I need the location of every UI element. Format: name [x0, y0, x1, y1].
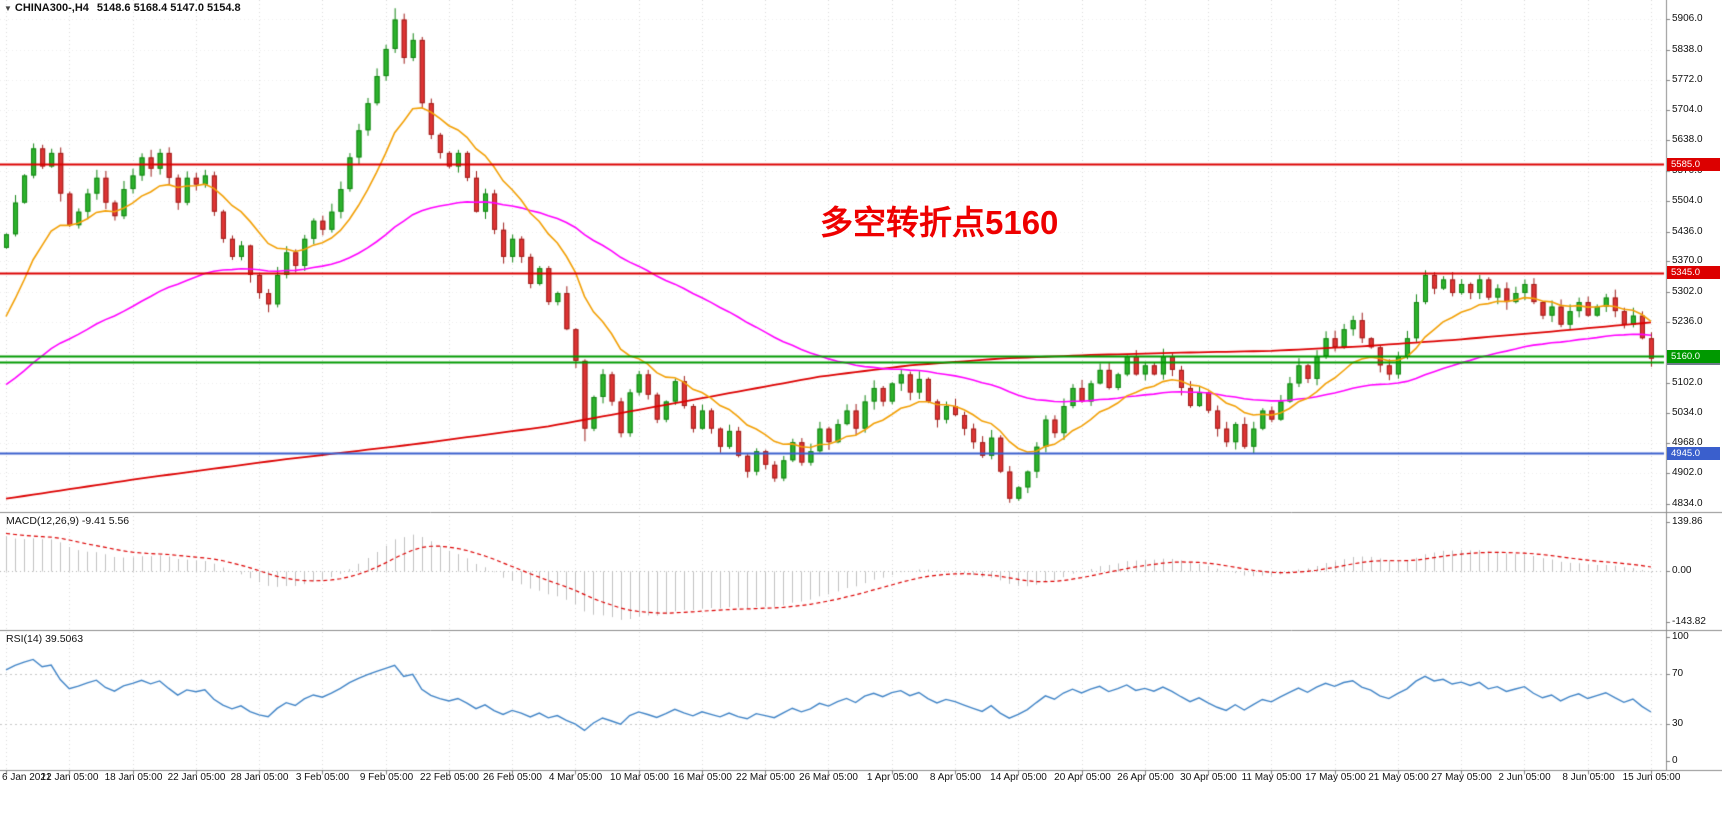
symbol-period-label: CHINA300-,H4 [14, 2, 89, 14]
date-label: 17 May 05:00 [1305, 772, 1366, 783]
price-tick-label: 5838.0 [1672, 43, 1703, 55]
date-label: 6 Jan 2021 [2, 772, 52, 783]
rsi-tick-label: 70 [1672, 668, 1684, 680]
macd-indicator-label: MACD(12,26,9) -9.41 5.56 [6, 515, 130, 527]
date-label: 26 Feb 05:00 [483, 772, 542, 783]
price-tick-label: 4902.0 [1672, 466, 1703, 478]
chart-shift-icon: ▼ [4, 4, 12, 13]
date-label: 16 Mar 05:00 [673, 772, 732, 783]
date-label: 3 Feb 05:00 [295, 772, 350, 783]
price-tick-label: 4834.0 [1672, 497, 1703, 509]
date-label: 27 May 05:00 [1431, 772, 1492, 783]
price-tick-label: 5370.0 [1672, 255, 1703, 267]
level-price-tag: 5585.0 [1667, 157, 1720, 171]
date-label: 26 Mar 05:00 [799, 772, 858, 783]
price-tick-label: 5906.0 [1672, 13, 1703, 25]
rsi-tick-label: 100 [1672, 631, 1689, 642]
price-tick-label: 5034.0 [1672, 407, 1703, 419]
date-label: 18 Jan 05:00 [104, 772, 163, 783]
date-label: 22 Mar 05:00 [736, 772, 795, 783]
date-label: 10 Mar 05:00 [610, 772, 669, 783]
date-label: 22 Feb 05:00 [420, 772, 479, 783]
date-label: 12 Jan 05:00 [40, 772, 99, 783]
annotation-text[interactable]: 多空转折点5160 [820, 204, 1059, 241]
date-label: 4 Mar 05:00 [548, 772, 603, 783]
price-tick-label: 5704.0 [1672, 104, 1703, 116]
macd-tick-label: -143.82 [1672, 616, 1706, 628]
date-label: 22 Jan 05:00 [167, 772, 226, 783]
price-tick-label: 5102.0 [1672, 376, 1703, 388]
date-label: 15 Jun 05:00 [1622, 772, 1681, 783]
date-label: 14 Apr 05:00 [990, 772, 1047, 783]
price-tick-label: 5236.0 [1672, 315, 1703, 327]
price-tick-label: 5302.0 [1672, 286, 1703, 298]
date-label: 2 Jun 05:00 [1498, 772, 1551, 783]
rsi-indicator-label: RSI(14) 39.5063 [6, 633, 84, 645]
date-label: 11 May 05:00 [1241, 772, 1302, 783]
macd-tick-label: 0.00 [1672, 565, 1692, 577]
date-label: 28 Jan 05:00 [230, 772, 289, 783]
date-label: 9 Feb 05:00 [359, 772, 414, 783]
date-label: 20 Apr 05:00 [1054, 772, 1111, 783]
ohlc-header: ▼ CHINA300-,H4 5148.6 5168.4 5147.0 5154.8 [4, 2, 241, 14]
macd-tick-label: 139.86 [1672, 516, 1703, 528]
price-tick-label: 5436.0 [1672, 225, 1703, 237]
price-tick-label: 5504.0 [1672, 194, 1703, 206]
ohlc-values: 5148.6 5168.4 5147.0 5154.8 [96, 2, 241, 14]
date-label: 8 Apr 05:00 [929, 772, 982, 783]
date-label: 26 Apr 05:00 [1117, 772, 1174, 783]
price-tick-label: 5638.0 [1672, 134, 1703, 146]
date-label: 30 Apr 05:00 [1180, 772, 1237, 783]
level-price-tag: 5160.0 [1667, 349, 1720, 363]
date-label: 1 Apr 05:00 [866, 772, 919, 783]
rsi-tick-label: 30 [1672, 717, 1684, 729]
date-label: 21 May 05:00 [1368, 772, 1429, 783]
date-label: 8 Jun 05:00 [1562, 772, 1615, 783]
rsi-tick-label: 0 [1672, 755, 1678, 766]
level-price-tag: 5345.0 [1667, 266, 1720, 280]
level-price-tag: 4945.0 [1667, 446, 1720, 460]
price-tick-label: 4968.0 [1672, 437, 1703, 449]
price-tick-label: 5772.0 [1672, 73, 1703, 85]
